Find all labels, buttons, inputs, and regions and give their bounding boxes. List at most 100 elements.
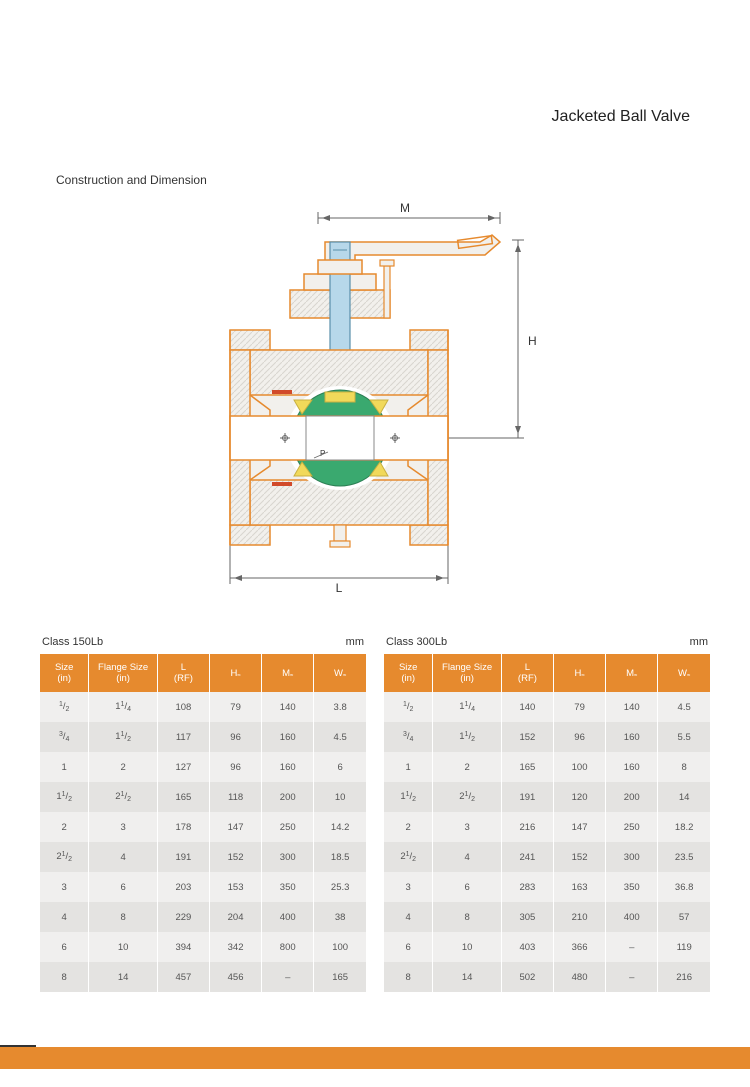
table-cell: 10 xyxy=(314,782,366,812)
table-cell: 200 xyxy=(262,782,314,812)
table-cell: 1 xyxy=(40,752,89,782)
table-cell: 1 xyxy=(384,752,433,782)
table-cell: 140 xyxy=(606,692,658,722)
table-cell: 36.8 xyxy=(658,872,710,902)
table-title-300: Class 300Lb xyxy=(386,636,447,648)
table-cell: 11/2 xyxy=(40,782,89,812)
table-cell: 3 xyxy=(384,872,433,902)
table-cell: 2 xyxy=(89,752,157,782)
dim-label-m: M xyxy=(400,201,410,215)
table-cell: 14 xyxy=(89,962,157,992)
table-row: 11/221/219112020014 xyxy=(384,782,710,812)
table-row: 21/2424115230023.5 xyxy=(384,842,710,872)
table-cell: 4 xyxy=(40,902,89,932)
table-cell: 57 xyxy=(658,902,710,932)
col-header: Flange Size(in) xyxy=(89,654,157,692)
table-cell: 6 xyxy=(40,932,89,962)
table-cell: 502 xyxy=(501,962,553,992)
table-cell: 165 xyxy=(314,962,366,992)
table-cell: 250 xyxy=(262,812,314,842)
table-cell: 1/2 xyxy=(384,692,433,722)
table-cell: 140 xyxy=(262,692,314,722)
table-cell: 1/2 xyxy=(40,692,89,722)
table-cell: 400 xyxy=(606,902,658,932)
table-cell: 3/4 xyxy=(40,722,89,752)
table-cell: 300 xyxy=(262,842,314,872)
table-cell: 152 xyxy=(210,842,262,872)
table-cell: 11/4 xyxy=(89,692,157,722)
table-cell: 2 xyxy=(384,812,433,842)
table-cell: 153 xyxy=(210,872,262,902)
table-row: 3/411/2152961605.5 xyxy=(384,722,710,752)
table-cell: 305 xyxy=(501,902,553,932)
table-cell: 21/2 xyxy=(384,842,433,872)
table-cell: 163 xyxy=(554,872,606,902)
dim-label-l: L xyxy=(336,581,343,595)
table-row: 2321614725018.2 xyxy=(384,812,710,842)
col-header: M≈ xyxy=(606,654,658,692)
table-cell: 350 xyxy=(606,872,658,902)
table-cell: 2 xyxy=(40,812,89,842)
section-title: Construction and Dimension xyxy=(56,173,207,187)
table-cell: 38 xyxy=(314,902,366,932)
table-cell: 8 xyxy=(40,962,89,992)
table-cell: 403 xyxy=(501,932,553,962)
dim-label-h: H xyxy=(528,334,537,348)
table-row: 21/2419115230018.5 xyxy=(40,842,366,872)
table-cell: 204 xyxy=(210,902,262,932)
table-cell: 300 xyxy=(606,842,658,872)
table-cell: 457 xyxy=(157,962,209,992)
table-cell: 3.8 xyxy=(314,692,366,722)
table-title-150: Class 150Lb xyxy=(42,636,103,648)
table-cell: 79 xyxy=(554,692,606,722)
table-cell: 18.5 xyxy=(314,842,366,872)
table-cell: 3/4 xyxy=(384,722,433,752)
table-cell: 11/2 xyxy=(433,722,501,752)
col-header: Flange Size(in) xyxy=(433,654,501,692)
table-cell: 8 xyxy=(89,902,157,932)
col-header: W≈ xyxy=(314,654,366,692)
col-header: L(RF) xyxy=(501,654,553,692)
table-cell: 160 xyxy=(606,752,658,782)
table-cell: 6 xyxy=(314,752,366,782)
table-cell: 119 xyxy=(658,932,710,962)
table-cell: 350 xyxy=(262,872,314,902)
table-cell: 18.2 xyxy=(658,812,710,842)
table-cell: 21/2 xyxy=(40,842,89,872)
table-cell: 210 xyxy=(554,902,606,932)
table-cell: 127 xyxy=(157,752,209,782)
table-cell: – xyxy=(262,962,314,992)
table-cell: 21/2 xyxy=(433,782,501,812)
table-row: 2317814725014.2 xyxy=(40,812,366,842)
table-row: 610394342800100 xyxy=(40,932,366,962)
table-cell: 4 xyxy=(384,902,433,932)
table-cell: 10 xyxy=(433,932,501,962)
table-row: 4822920440038 xyxy=(40,902,366,932)
table-cell: 160 xyxy=(262,752,314,782)
table-cell: 165 xyxy=(157,782,209,812)
table-cell: 4.5 xyxy=(658,692,710,722)
table-cell: 14 xyxy=(433,962,501,992)
table-cell: – xyxy=(606,932,658,962)
table-cell: 8 xyxy=(433,902,501,932)
table-cell: 11/4 xyxy=(433,692,501,722)
table-row: 3/411/2117961604.5 xyxy=(40,722,366,752)
table-cell: 480 xyxy=(554,962,606,992)
table-cell: 216 xyxy=(501,812,553,842)
table-row: 3620315335025.3 xyxy=(40,872,366,902)
table-cell: 2 xyxy=(433,752,501,782)
table-cell: 5.5 xyxy=(658,722,710,752)
table-row: 814457456–165 xyxy=(40,962,366,992)
table-cell: 6 xyxy=(433,872,501,902)
table-cell: 178 xyxy=(157,812,209,842)
table-cell: 8 xyxy=(658,752,710,782)
table-row: 610403366–119 xyxy=(384,932,710,962)
col-header: H≈ xyxy=(554,654,606,692)
table-cell: 4 xyxy=(433,842,501,872)
table-cell: 147 xyxy=(554,812,606,842)
footer-bar xyxy=(0,1047,750,1069)
table-cell: 3 xyxy=(433,812,501,842)
col-header: W≈ xyxy=(658,654,710,692)
table-cell: 21/2 xyxy=(89,782,157,812)
table-cell: 160 xyxy=(262,722,314,752)
